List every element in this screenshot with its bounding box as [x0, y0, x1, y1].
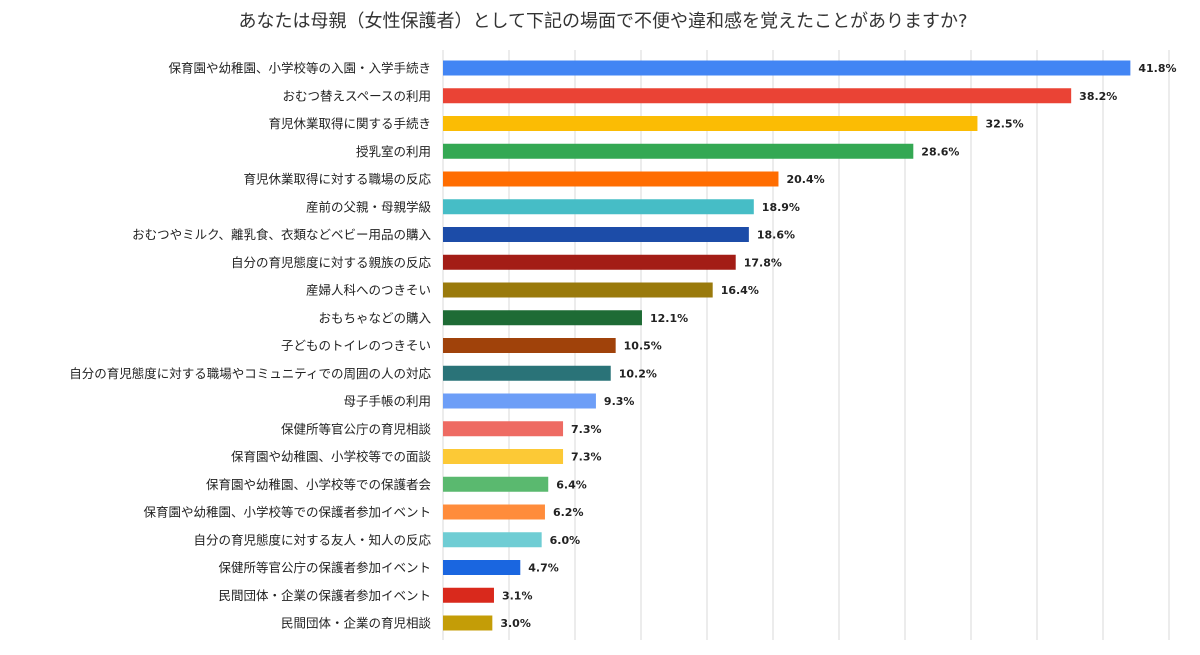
category-label: 子どものトイレのつきそい: [281, 338, 431, 353]
data-label: 7.3%: [571, 423, 602, 436]
bar: [443, 476, 549, 492]
data-label: 6.0%: [550, 534, 581, 547]
data-label: 28.6%: [921, 145, 959, 158]
bar: [443, 615, 493, 631]
data-label: 41.8%: [1138, 62, 1176, 75]
data-label: 16.4%: [721, 284, 759, 297]
category-label: 産婦人科へのつきそい: [306, 283, 431, 298]
category-label: 保育園や幼稚園、小学校等での保護者会: [206, 477, 432, 492]
value-labels: 41.8% 38.2% 32.5% 28.6% 20.4% 18.9% 18.6% 17.8%…: [500, 62, 1176, 630]
bar: [443, 587, 494, 603]
data-label: 10.5%: [624, 340, 662, 353]
bar: [443, 449, 564, 464]
category-label: 保育園や幼稚園、小学校等での面談: [231, 449, 432, 464]
bar: [443, 393, 596, 409]
data-label: 3.1%: [502, 589, 533, 602]
bar: [443, 60, 1131, 76]
bar: [443, 116, 978, 131]
bar: [443, 365, 611, 381]
category-label: 産前の父親・母親学級: [306, 199, 432, 214]
category-label: 自分の育児態度に対する職場やコミュニティでの周囲の人の対応: [69, 366, 431, 381]
category-label: 自分の育児態度に対する友人・知人の反応: [193, 532, 431, 547]
data-label: 3.0%: [500, 617, 531, 630]
bar: [443, 560, 521, 575]
data-label: 12.1%: [650, 312, 688, 325]
bar: [443, 227, 749, 242]
category-label: 保健所等官公庁の保護者参加イベント: [218, 560, 431, 575]
category-label: おむつ替えスペースの利用: [282, 88, 431, 103]
category-label: 母子手帳の利用: [343, 394, 431, 409]
data-label: 9.3%: [604, 395, 635, 408]
bar: [443, 199, 754, 215]
data-label: 18.9%: [762, 201, 800, 214]
bars: [443, 60, 1131, 631]
bar: [443, 532, 542, 548]
data-label: 4.7%: [528, 562, 559, 575]
bar: [443, 504, 545, 520]
bar: [443, 310, 642, 326]
category-label: 授乳室の利用: [356, 144, 431, 159]
category-label: おもちゃなどの購入: [318, 310, 431, 325]
bar: [443, 143, 914, 159]
data-label: 17.8%: [744, 256, 782, 269]
category-label: 自分の育児態度に対する親族の反応: [231, 255, 432, 270]
data-label: 6.2%: [553, 506, 584, 519]
category-label: 育児休業取得に関する手続き: [268, 116, 431, 131]
category-label: 育児休業取得に対する職場の反応: [243, 172, 431, 187]
bar: [443, 338, 616, 353]
bar: [443, 171, 779, 187]
data-label: 10.2%: [619, 367, 657, 380]
category-labels: 保育園や幼稚園、小学校等の入園・入学手続きおむつ替えスペースの利用育児休業取得に…: [69, 61, 431, 631]
data-label: 38.2%: [1079, 90, 1117, 103]
bar: [443, 254, 736, 270]
bar: [443, 282, 713, 298]
category-label: 民間団体・企業の保護者参加イベント: [218, 588, 431, 603]
category-label: 保育園や幼稚園、小学校等の入園・入学手続き: [168, 61, 431, 76]
data-label: 7.3%: [571, 451, 602, 464]
data-label: 20.4%: [786, 173, 824, 186]
data-label: 6.4%: [556, 478, 587, 491]
category-label: おむつやミルク、離乳食、衣類などベビー用品の購入: [132, 227, 431, 242]
category-label: 保育園や幼稚園、小学校等での保護者参加イベント: [143, 505, 431, 520]
category-label: 民間団体・企業の育児相談: [281, 616, 432, 631]
bar: [443, 88, 1072, 104]
category-label: 保健所等官公庁の育児相談: [281, 421, 432, 436]
data-label: 32.5%: [985, 118, 1023, 131]
data-label: 18.6%: [757, 229, 795, 242]
chart-title: あなたは母親（女性保護者）として下記の場面で不便や違和感を覚えたことがありますか…: [238, 11, 967, 32]
bar: [443, 421, 564, 437]
